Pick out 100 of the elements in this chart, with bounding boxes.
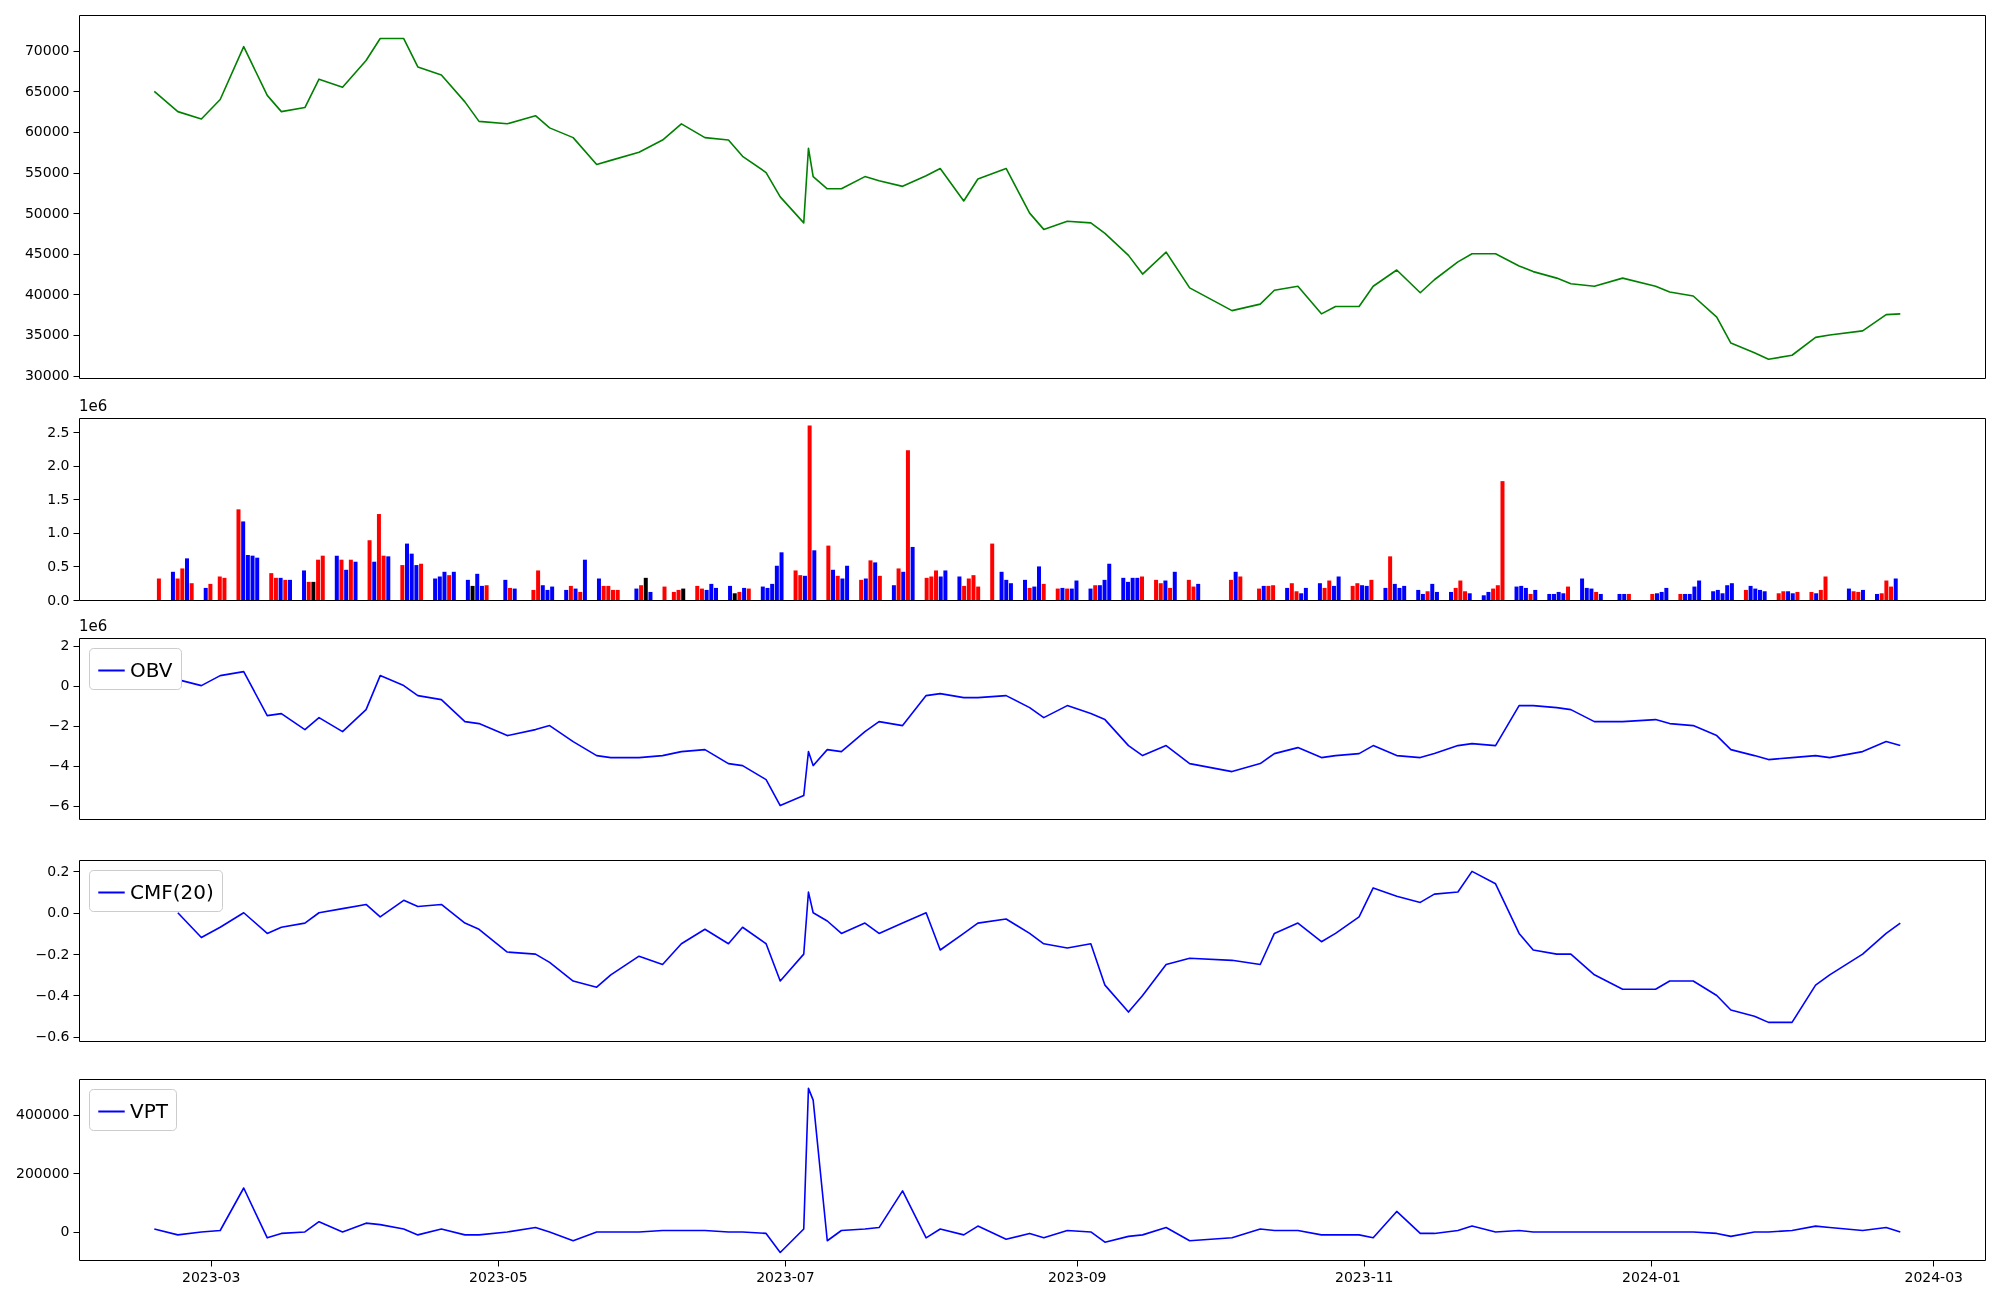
x-tick-label: 2023-03 [182, 1268, 241, 1285]
bar [1748, 585, 1753, 600]
y-tick-label: 50000 [24, 204, 70, 221]
bar [1481, 595, 1486, 600]
bar [1107, 563, 1112, 600]
bar [1369, 579, 1374, 600]
bar [1823, 576, 1828, 600]
bar [1846, 588, 1851, 600]
bar [1790, 593, 1795, 600]
bar [1172, 571, 1177, 600]
bar [1622, 593, 1627, 600]
text: 1e6 [79, 397, 108, 415]
y-tick-label: 65000 [24, 82, 70, 99]
bar [1140, 576, 1145, 600]
bar [1041, 583, 1046, 600]
bar [1683, 593, 1688, 600]
bar [1228, 579, 1233, 600]
bar [1163, 580, 1168, 600]
bar [1594, 591, 1599, 600]
bar [999, 571, 1004, 600]
bar [320, 555, 325, 600]
bar [208, 583, 213, 600]
x-tick-label: 2023-09 [1047, 1268, 1107, 1285]
bar [475, 573, 480, 600]
bar [1121, 577, 1126, 600]
y-tick-label: 40000 [24, 285, 70, 302]
bar [1388, 556, 1393, 600]
bar [615, 589, 620, 600]
bar [1486, 591, 1491, 600]
bar [217, 576, 222, 600]
bar [1875, 593, 1880, 600]
bar [582, 559, 587, 600]
bar [156, 578, 161, 600]
bar [1238, 576, 1243, 600]
bar [1027, 587, 1032, 600]
bar [203, 587, 208, 600]
x-tick-label: 2023-05 [469, 1268, 528, 1285]
bar [278, 577, 283, 600]
bar [508, 587, 513, 600]
bar [943, 570, 948, 600]
bar [1317, 583, 1322, 600]
bar [451, 571, 456, 600]
bar [859, 579, 864, 600]
bar [334, 555, 339, 600]
bar [1266, 585, 1271, 600]
bar [1884, 580, 1889, 600]
bar [1022, 579, 1027, 600]
bar [1448, 591, 1453, 600]
bar [545, 589, 550, 600]
bar [873, 562, 878, 600]
bar [1467, 593, 1472, 600]
bar [957, 576, 962, 600]
bar [1556, 591, 1561, 600]
bar [760, 586, 765, 600]
bar [765, 587, 770, 600]
bar [578, 591, 583, 600]
bar [1065, 588, 1070, 600]
bar [302, 570, 307, 600]
bar [348, 559, 353, 600]
bar [863, 578, 868, 600]
bar [184, 558, 189, 600]
bar [1725, 585, 1730, 600]
bar [896, 568, 901, 600]
bar [540, 585, 545, 600]
bar [1547, 593, 1552, 600]
bar [465, 579, 470, 600]
y-tick-label: 0.0 [47, 591, 70, 608]
bar [779, 552, 784, 600]
bar [990, 543, 995, 600]
bar [1650, 593, 1655, 600]
bar [802, 575, 807, 600]
bar [662, 586, 667, 600]
y-tick-label: 45000 [24, 245, 70, 262]
bar [1678, 593, 1683, 600]
bar [831, 569, 836, 600]
bar [910, 546, 915, 600]
legend-label: VPT [130, 1098, 169, 1123]
bar [606, 585, 611, 600]
bar [728, 585, 733, 600]
bar [1336, 576, 1341, 600]
bar [746, 588, 751, 600]
bar [835, 575, 840, 600]
bar [1055, 588, 1060, 600]
bar [283, 579, 288, 600]
bar [1561, 593, 1566, 600]
bar [1814, 593, 1819, 600]
bar [419, 563, 424, 600]
y-tick-label: 30000 [24, 367, 70, 384]
bar [1257, 588, 1262, 600]
bar [1589, 588, 1594, 600]
bar [269, 573, 274, 600]
bar [1425, 591, 1430, 600]
bar [1566, 586, 1571, 600]
y-tick-label: 1.5 [47, 490, 70, 507]
bar [1392, 583, 1397, 600]
bar [1753, 588, 1758, 600]
bar [367, 540, 372, 600]
bar [1135, 577, 1140, 600]
bar [1626, 593, 1631, 600]
bar [812, 550, 817, 600]
